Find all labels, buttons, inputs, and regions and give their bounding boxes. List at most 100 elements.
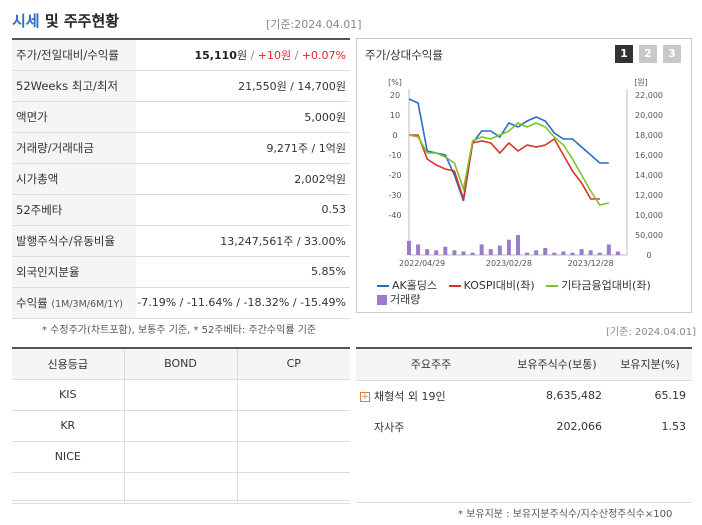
table-row: + 채형석 외 19인 8,635,482 65.19 <box>356 380 692 411</box>
volume-bar <box>543 247 548 255</box>
holder-pct: 65.19 <box>654 389 687 403</box>
left-tick-label: -40 <box>388 211 401 220</box>
x-tick-label: 2022/04/29 <box>399 259 445 268</box>
agency-name <box>12 472 124 504</box>
credit-table: 신용등급 BOND CP KIS KR NICE <box>12 347 350 504</box>
table-header-row: 신용등급 BOND CP <box>12 348 350 380</box>
row-key: 발행주식수/유동비율 <box>12 225 136 257</box>
chart-tabs: 1 2 3 <box>615 45 681 63</box>
legend-item: 거래량 <box>377 293 420 307</box>
volume-bar <box>425 249 430 255</box>
legend-label: AK홀딩스 <box>392 279 438 292</box>
volume-bar <box>552 252 557 255</box>
current-price: 15,110 <box>194 48 237 62</box>
legend-item: 기타금융업대비(좌) <box>546 279 651 293</box>
return-values: -7.19% / -11.64% / -18.32% / -15.49% <box>136 287 350 319</box>
chart-title: 주가/상대수익률 <box>365 48 443 62</box>
change-rate: +0.07% <box>301 48 346 62</box>
section-title-main: 시세 <box>12 12 40 30</box>
row-value: 5,000원 <box>136 101 350 133</box>
volume-bar <box>407 240 411 255</box>
right-axis-unit: [원] <box>634 78 648 87</box>
table-row: 52주베타 0.53 <box>12 194 350 226</box>
table-row: NICE <box>12 441 350 473</box>
section-title: 시세 및 주주현황 <box>12 10 119 31</box>
column-header: 보유지분(%) <box>608 349 692 381</box>
volume-bar <box>588 250 593 255</box>
row-key: 액면가 <box>12 101 136 133</box>
volume-bar <box>461 251 466 255</box>
row-value: 2,002억원 <box>136 163 350 195</box>
volume-bar <box>561 251 566 255</box>
left-tick-label: -30 <box>388 191 401 200</box>
shareholders-table: 주요주주 보유주식수(보통) 보유지분(%) + 채형석 외 19인 8,635,… <box>356 349 692 442</box>
price-change-cell: 15,110원 / +10원 / +0.07% <box>136 39 350 71</box>
holder-shares: 202,066 <box>556 420 603 433</box>
table-row: 발행주식수/유동비율 13,247,561주 / 33.00% <box>12 225 350 257</box>
table-row: 주가/전일대비/수익률 15,110원 / +10원 / +0.07% <box>12 39 350 71</box>
right-tick-label: 14,000 <box>635 171 663 180</box>
table-row: 시가총액 2,002억원 <box>12 163 350 195</box>
row-key: 52Weeks 최고/최저 <box>12 70 136 102</box>
right-tick-label: 16,000 <box>635 151 663 160</box>
column-header: 주요주주 <box>356 349 506 381</box>
right-tick-label: 20,000 <box>635 111 663 120</box>
shareholders-panel: 주요주주 보유주식수(보통) 보유지분(%) + 채형석 외 19인 8,635,… <box>356 347 692 503</box>
tab-2[interactable]: 2 <box>639 45 657 63</box>
column-header: 신용등급 <box>12 348 124 380</box>
left-tick-label: 20 <box>390 91 400 100</box>
cp-rating <box>236 379 350 411</box>
tab-3[interactable]: 3 <box>663 45 681 63</box>
right-tick-label: 18,000 <box>635 131 663 140</box>
row-key: 52주베타 <box>12 194 136 226</box>
volume-bar <box>488 249 493 255</box>
column-header: 보유주식수(보통) <box>506 349 608 381</box>
volume-bar <box>597 252 602 255</box>
cp-rating <box>236 472 350 504</box>
volume-bar <box>570 252 575 255</box>
price-chart: [%] [원] 20 10 0 -10 -20 -30 -40 22,000 20,000 18,00… <box>388 78 663 268</box>
separator: / <box>247 48 258 62</box>
volume-bar <box>579 249 584 255</box>
quote-table: 주가/전일대비/수익률 15,110원 / +10원 / +0.07% 52We… <box>12 38 350 319</box>
separator: / <box>291 48 302 62</box>
tab-1[interactable]: 1 <box>615 45 633 63</box>
legend-swatch <box>377 285 389 287</box>
x-tick-label: 2023/02/28 <box>486 259 532 268</box>
legend-label: 거래량 <box>390 293 421 306</box>
row-key: 외국인지분율 <box>12 256 136 288</box>
left-tick-label: -20 <box>388 171 401 180</box>
divider <box>12 500 350 501</box>
x-tick-label: 2023/12/28 <box>568 259 614 268</box>
holder-name[interactable]: 채형석 외 19인 <box>374 389 446 403</box>
series-line <box>408 98 609 202</box>
row-key: 시가총액 <box>12 163 136 195</box>
left-tick-label: -10 <box>388 151 401 160</box>
table-row: 거래량/거래대금 9,271주 / 1억원 <box>12 132 350 164</box>
quote-note: * 수정주가(차트포함), 보통주 기준, * 52주베타: 주간수익률 기준 <box>42 325 317 336</box>
legend-label: 기타금융업대비(좌) <box>561 279 651 292</box>
volume-bar <box>525 252 530 255</box>
table-row: KR <box>12 410 350 442</box>
expand-icon[interactable]: + <box>360 391 370 402</box>
legend-swatch <box>546 285 559 287</box>
cp-rating <box>236 441 350 473</box>
legend-item: KOSPI대비(좌) <box>448 279 535 293</box>
bond-rating <box>123 472 237 504</box>
row-value: 5.85% <box>136 256 350 288</box>
divider <box>356 502 692 503</box>
table-row <box>12 472 350 504</box>
volume-bar <box>497 245 502 255</box>
reference-date: [기준:2024.04.01] <box>266 18 362 31</box>
holder-name-cell: + 채형석 외 19인 <box>356 380 506 411</box>
volume-bar <box>452 250 457 255</box>
column-header: CP <box>236 348 350 380</box>
series-line <box>408 122 609 206</box>
table-row: KIS <box>12 379 350 411</box>
bond-rating <box>123 410 237 442</box>
holders-date: [기준: 2024.04.01] <box>606 327 697 338</box>
agency-name: KR <box>12 410 124 442</box>
right-tick-label: 12,000 <box>635 191 663 200</box>
table-row: 자사주 202,066 1.53 <box>356 411 692 442</box>
column-header: BOND <box>123 348 237 380</box>
